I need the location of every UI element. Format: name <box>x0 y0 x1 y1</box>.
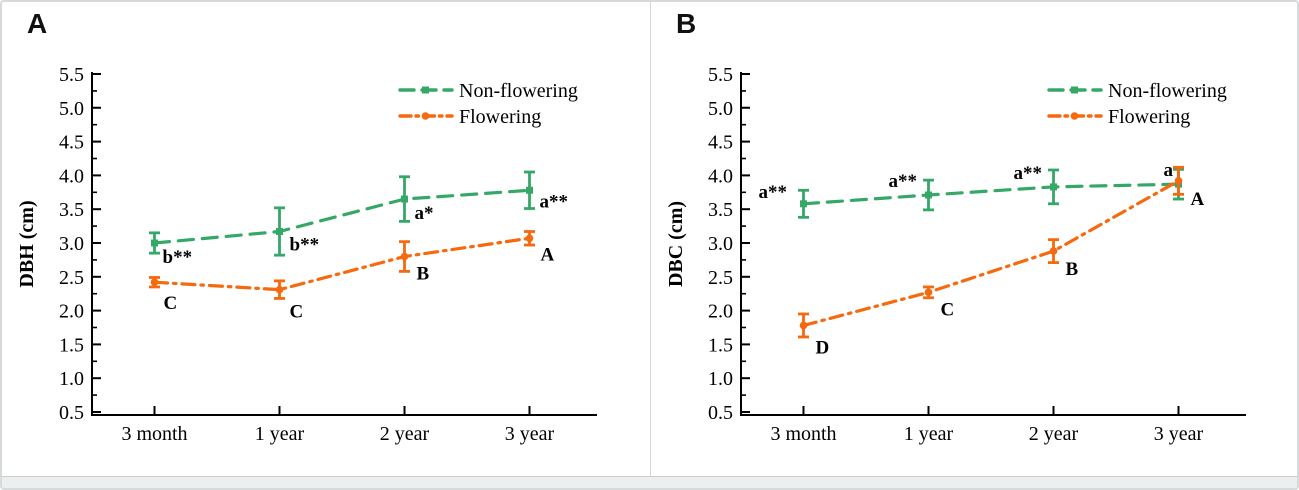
series-line-flowering <box>152 236 532 292</box>
point-annotation: C <box>164 293 178 314</box>
y-tick-label: 3.0 <box>708 233 733 255</box>
data-point-marker <box>924 288 933 297</box>
data-point-marker <box>401 195 408 203</box>
chart-svg: 0.5 1.0 1.5 2.0 2.5 3.0 3.5 4.0 4.5 5.0 5.5 3 month… <box>665 64 1246 445</box>
x-tick-label: 1 year <box>255 423 305 445</box>
point-annotation: C <box>941 299 955 320</box>
chart-svg: 0.5 1.0 1.5 2.0 2.5 3.0 3.5 4.0 4.5 5.0 5.5 3 month… <box>16 64 597 445</box>
legend-marker-square <box>422 86 429 94</box>
point-annotation: A <box>1191 189 1205 210</box>
y-tick-label: 0.5 <box>59 402 84 424</box>
data-point-marker <box>276 228 283 236</box>
y-tick-label: 1.0 <box>59 368 84 390</box>
y-tick-label: 5.5 <box>59 64 84 86</box>
y-tick-label: 4.5 <box>59 132 84 154</box>
data-point-marker <box>400 252 409 261</box>
panel-letter-b: B <box>676 8 697 39</box>
y-tick-label: 4.0 <box>59 165 84 187</box>
data-point-marker <box>1049 247 1058 255</box>
y-tick-label: 3.5 <box>708 199 733 221</box>
panel-letter-a: A <box>27 8 48 39</box>
y-tick-label: 2.0 <box>59 301 84 323</box>
legend-marker-circle <box>421 112 430 120</box>
data-point-marker <box>150 278 159 287</box>
data-point-marker <box>800 200 807 208</box>
y-tick-label: 1.5 <box>59 334 84 356</box>
legend-marker-square <box>1071 86 1078 94</box>
point-annotation: a** <box>540 191 569 212</box>
point-annotation: a** <box>889 171 918 192</box>
legend-label: Flowering <box>1108 106 1190 128</box>
y-tick-label: 3.5 <box>59 199 84 221</box>
y-tick-label: 4.0 <box>708 165 733 187</box>
x-tick-label: 3 month <box>770 423 836 445</box>
panel-divider <box>650 2 651 476</box>
y-tick-label: 1.0 <box>708 368 733 390</box>
legend-marker-circle <box>1070 112 1079 120</box>
data-point-marker <box>1050 183 1057 191</box>
chart-panel-b: B 0.5 1.0 1.5 2.0 2.5 3.0 3.5 4.0 4.5 5.0 5.5 3 mon… <box>651 2 1297 478</box>
y-tick-label: 5.5 <box>708 64 733 86</box>
y-tick-label: 4.5 <box>708 132 733 154</box>
y-tick-label: 5.0 <box>708 98 733 120</box>
data-point-marker <box>925 191 932 199</box>
series-line-non-flowering <box>152 188 532 245</box>
x-tick-label: 3 year <box>1154 423 1204 445</box>
point-annotation: b** <box>290 235 320 256</box>
y-tick-label: 1.5 <box>708 334 733 356</box>
x-tick-label: 3 month <box>121 423 187 445</box>
y-tick-label: 2.5 <box>59 267 84 289</box>
x-tick-label: 1 year <box>904 423 954 445</box>
legend-label: Flowering <box>459 106 541 128</box>
point-annotation: C <box>290 302 304 323</box>
footer-strip <box>2 476 1297 488</box>
data-point-marker <box>275 285 284 294</box>
y-axis-title: DBH (cm) <box>16 200 38 287</box>
y-tick-label: 2.0 <box>708 301 733 323</box>
data-point-marker <box>526 186 533 194</box>
point-annotation: a* <box>415 203 434 224</box>
series-line-non-flowering <box>801 182 1181 206</box>
data-point-marker <box>525 234 534 243</box>
chart-panel-a: A 0.5 1.0 1.5 2.0 2.5 3.0 3.5 4.0 4.5 5.0 5.5 3 mon… <box>2 2 651 478</box>
series-line-flowering <box>801 179 1181 328</box>
point-annotation: D <box>816 337 830 358</box>
legend-label: Non-flowering <box>1108 80 1227 102</box>
point-annotation: B <box>1066 259 1079 280</box>
y-tick-label: 0.5 <box>708 402 733 424</box>
y-tick-label: 2.5 <box>708 267 733 289</box>
x-tick-label: 3 year <box>505 423 555 445</box>
data-point-marker <box>151 239 158 247</box>
point-annotation: a <box>1164 160 1174 181</box>
point-annotation: a** <box>759 182 788 203</box>
y-axis-title: DBC (cm) <box>665 201 687 287</box>
point-annotation: B <box>417 264 430 285</box>
point-annotation: b** <box>163 247 193 268</box>
point-annotation: A <box>541 244 555 265</box>
data-point-marker <box>1174 177 1183 185</box>
legend-label: Non-flowering <box>459 80 578 102</box>
y-tick-label: 5.0 <box>59 98 84 120</box>
y-tick-label: 3.0 <box>59 233 84 255</box>
point-annotation: a** <box>1014 163 1043 184</box>
x-tick-label: 2 year <box>380 423 430 445</box>
data-point-marker <box>799 321 808 330</box>
x-tick-label: 2 year <box>1029 423 1079 445</box>
